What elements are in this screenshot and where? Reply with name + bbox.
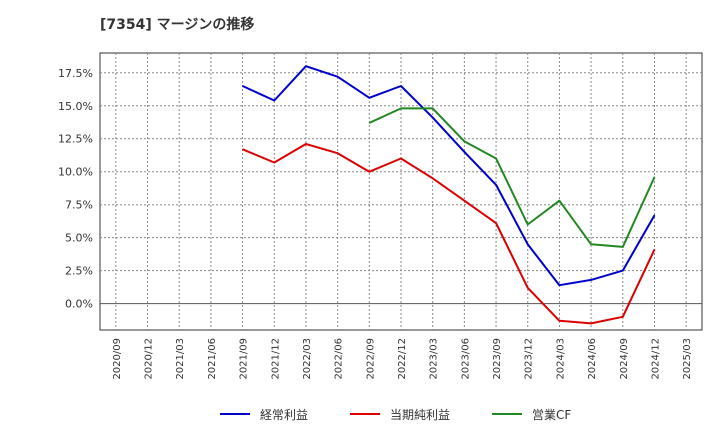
data-point — [368, 97, 370, 99]
series-line-1 — [242, 143, 656, 325]
data-point — [400, 107, 402, 109]
y-tick-label: 12.5% — [58, 133, 93, 146]
y-tick-label: 7.5% — [65, 199, 93, 212]
data-point — [558, 284, 560, 286]
legend: 経常利益 当期純利益 営業CF — [220, 408, 571, 422]
x-tick-label: 2025/03 — [682, 338, 693, 380]
x-tick-label: 2021/12 — [270, 338, 281, 380]
series-line-0 — [242, 65, 656, 287]
x-tick-label: 2023/03 — [429, 338, 440, 380]
data-point — [337, 76, 339, 78]
data-point — [368, 171, 370, 173]
data-point — [400, 85, 402, 87]
y-tick-label: 17.5% — [58, 67, 93, 80]
data-point — [305, 65, 307, 67]
x-tick-label: 2024/06 — [587, 338, 598, 380]
x-axis-ticks: 2020/09 2020/12 2021/03 2021/06 2021/09 2021/… — [112, 338, 693, 380]
legend-label: 当期純利益 — [390, 408, 450, 422]
data-point — [337, 152, 339, 154]
data-point — [653, 214, 655, 216]
data-point — [432, 117, 434, 119]
x-tick-label: 2024/03 — [555, 338, 566, 380]
x-tick-label: 2020/12 — [144, 338, 155, 380]
y-tick-label: 0.0% — [65, 298, 93, 311]
y-tick-label: 10.0% — [58, 166, 93, 179]
x-tick-label: 2021/03 — [175, 338, 186, 380]
data-point — [305, 143, 307, 145]
data-point — [495, 158, 497, 160]
data-point — [590, 322, 592, 324]
data-point — [527, 287, 529, 289]
data-point — [622, 246, 624, 248]
x-tick-label: 2023/12 — [524, 338, 535, 380]
series-lines — [242, 65, 656, 325]
legend-label: 営業CF — [532, 408, 571, 422]
data-point — [242, 148, 244, 150]
plot-area — [99, 52, 703, 331]
data-point — [558, 320, 560, 322]
grid-lines — [100, 53, 702, 330]
data-point — [622, 316, 624, 318]
data-point — [432, 177, 434, 179]
x-tick-label: 2024/12 — [650, 338, 661, 380]
legend-label: 経常利益 — [260, 408, 308, 422]
x-tick-label: 2023/09 — [492, 338, 503, 380]
chart-title: [7354] マージンの推移 — [100, 17, 255, 33]
data-point — [368, 122, 370, 124]
x-tick-label: 2022/09 — [365, 338, 376, 380]
data-point — [463, 151, 465, 153]
data-point — [558, 200, 560, 202]
data-point — [527, 223, 529, 225]
series-line-2 — [368, 107, 656, 248]
data-point — [273, 161, 275, 163]
y-tick-label: 15.0% — [58, 100, 93, 113]
data-point — [653, 176, 655, 178]
data-point — [463, 140, 465, 142]
x-tick-label: 2022/12 — [397, 338, 408, 380]
data-point — [590, 243, 592, 245]
data-point — [495, 184, 497, 186]
data-point — [463, 200, 465, 202]
data-point — [273, 99, 275, 101]
data-point — [242, 85, 244, 87]
x-tick-label: 2024/09 — [619, 338, 630, 380]
data-point — [527, 243, 529, 245]
data-point — [400, 158, 402, 160]
y-axis-ticks: 0.0% 2.5% 5.0% 7.5% 10.0% 12.5% 15.0% 17.5% — [58, 67, 93, 311]
data-point — [622, 270, 624, 272]
y-tick-label: 2.5% — [65, 265, 93, 278]
x-tick-label: 2021/09 — [239, 338, 250, 380]
x-tick-label: 2022/03 — [302, 338, 313, 380]
data-point — [432, 107, 434, 109]
x-tick-label: 2021/06 — [207, 338, 218, 380]
data-point — [495, 222, 497, 224]
x-tick-label: 2022/06 — [334, 338, 345, 380]
x-tick-label: 2023/06 — [460, 338, 471, 380]
data-point — [590, 279, 592, 281]
x-tick-label: 2020/09 — [112, 338, 123, 380]
y-tick-label: 5.0% — [65, 232, 93, 245]
data-point — [653, 249, 655, 251]
